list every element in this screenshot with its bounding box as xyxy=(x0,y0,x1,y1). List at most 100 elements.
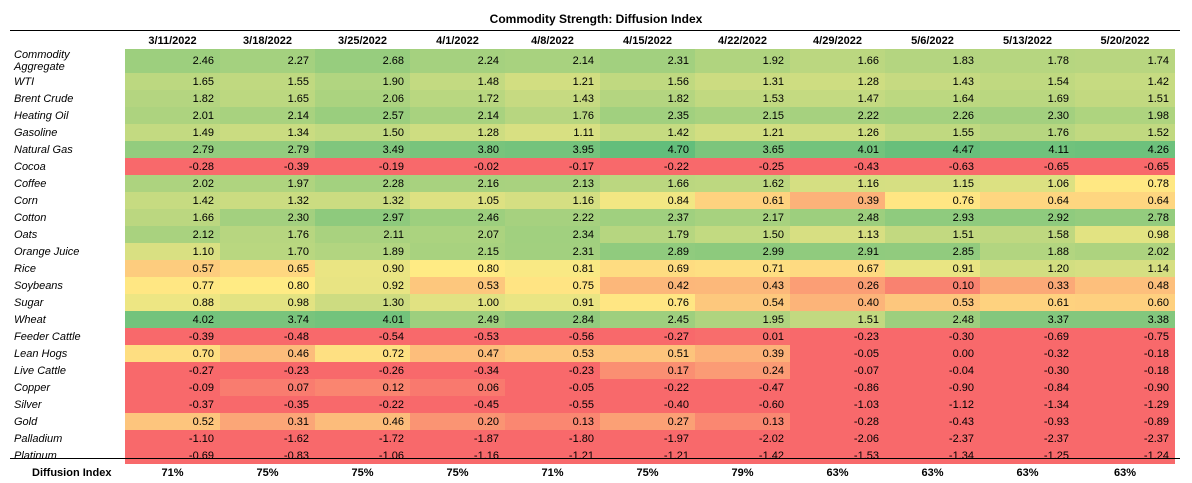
heatmap-cell: 2.16 xyxy=(410,175,505,192)
heatmap-cell: -0.17 xyxy=(505,158,600,175)
heatmap-cell: 2.37 xyxy=(600,209,695,226)
column-header: 3/18/2022 xyxy=(243,34,292,47)
heatmap-cell: 1.55 xyxy=(885,124,980,141)
heatmap-cell: 1.13 xyxy=(790,226,885,243)
heatmap-cell: 0.39 xyxy=(695,345,790,362)
heatmap-cell: 1.64 xyxy=(885,90,980,107)
heatmap-cell: 1.26 xyxy=(790,124,885,141)
heatmap-cell: 0.24 xyxy=(695,362,790,379)
heatmap-cell: -0.30 xyxy=(980,362,1075,379)
diffusion-index-value: 71% xyxy=(161,467,184,479)
heatmap-cell: -0.28 xyxy=(125,158,220,175)
heatmap-cell: -1.80 xyxy=(505,430,600,447)
heatmap-cell: 0.31 xyxy=(220,413,315,430)
heatmap-cell: -0.22 xyxy=(315,396,410,413)
heatmap-cell: 1.92 xyxy=(695,49,790,73)
heatmap-cell: -0.63 xyxy=(885,158,980,175)
heatmap-cell: -2.37 xyxy=(1075,430,1175,447)
heatmap-cell: 1.06 xyxy=(980,175,1075,192)
heatmap-cell: -0.90 xyxy=(1075,379,1175,396)
heatmap-cell: -0.34 xyxy=(410,362,505,379)
heatmap-table: 3/11/2022 3/18/2022 3/25/2022 4/1/2022 4/8/2… xyxy=(10,32,1175,482)
heatmap-cell: -0.75 xyxy=(1075,328,1175,345)
table-row: Soybeans 0.77 0.80 0.92 0.53 0.75 0.42 0.43 0.26… xyxy=(10,277,1175,294)
row-label: Commodity Aggregate xyxy=(10,49,125,73)
heatmap-cell: 1.76 xyxy=(220,226,315,243)
heatmap-cell: 0.91 xyxy=(885,260,980,277)
heatmap-cell: 0.42 xyxy=(600,277,695,294)
heatmap-cell: 4.70 xyxy=(600,141,695,158)
heatmap-cell: 3.49 xyxy=(315,141,410,158)
heatmap-cell: 2.45 xyxy=(600,311,695,328)
row-label: Soybeans xyxy=(10,277,125,294)
heatmap-cell: -1.42 xyxy=(695,447,790,464)
heatmap-cell: 0.53 xyxy=(505,345,600,362)
heatmap-cell: -0.40 xyxy=(600,396,695,413)
row-label: Feeder Cattle xyxy=(10,328,125,345)
heatmap-cell: 2.48 xyxy=(790,209,885,226)
heatmap-cell: -1.87 xyxy=(410,430,505,447)
heatmap-cell: 1.43 xyxy=(885,73,980,90)
heatmap-cell: 2.02 xyxy=(1075,243,1175,260)
heatmap-cell: -0.25 xyxy=(695,158,790,175)
table-row: Cotton 1.66 2.30 2.97 2.46 2.22 2.37 2.17 2.48 2.… xyxy=(10,209,1175,226)
column-header: 5/20/2022 xyxy=(1100,34,1150,47)
heatmap-cell: 1.76 xyxy=(980,124,1075,141)
heatmap-cell: 0.72 xyxy=(315,345,410,362)
table-row: Sugar 0.88 0.98 1.30 1.00 0.91 0.76 0.54 0.40 0.5… xyxy=(10,294,1175,311)
heatmap-cell: 2.22 xyxy=(505,209,600,226)
heatmap-cell: 1.49 xyxy=(125,124,220,141)
diffusion-index-value: 75% xyxy=(256,467,279,479)
column-header: 4/1/2022 xyxy=(436,34,479,47)
table-row: Lean Hogs 0.70 0.46 0.72 0.47 0.53 0.51 0.39 -0.… xyxy=(10,345,1175,362)
heatmap-cell: -0.37 xyxy=(125,396,220,413)
heatmap-cell: 0.46 xyxy=(315,413,410,430)
heatmap-cell: -1.62 xyxy=(220,430,315,447)
heatmap-cell: 1.82 xyxy=(600,90,695,107)
heatmap-cell: -1.24 xyxy=(1075,447,1175,464)
heatmap-cell: 0.20 xyxy=(410,413,505,430)
heatmap-cell: 2.79 xyxy=(125,141,220,158)
heatmap-cell: -1.03 xyxy=(790,396,885,413)
row-label: Wheat xyxy=(10,311,125,328)
column-header: 4/15/2022 xyxy=(623,34,672,47)
heatmap-cell: 1.42 xyxy=(125,192,220,209)
heatmap-cell: 2.24 xyxy=(410,49,505,73)
heatmap-cell: 0.88 xyxy=(125,294,220,311)
heatmap-cell: 0.12 xyxy=(315,379,410,396)
row-label: Platinum xyxy=(10,447,125,464)
heatmap-cell: 0.43 xyxy=(695,277,790,294)
heatmap-cell: 1.66 xyxy=(125,209,220,226)
heatmap-cell: 1.65 xyxy=(220,90,315,107)
heatmap-cell: 3.65 xyxy=(695,141,790,158)
heatmap-cell: 0.60 xyxy=(1075,294,1175,311)
heatmap-cell: 0.78 xyxy=(1075,175,1175,192)
heatmap-cell: 1.20 xyxy=(980,260,1075,277)
heatmap-cell: -0.39 xyxy=(220,158,315,175)
heatmap-cell: 1.00 xyxy=(410,294,505,311)
heatmap-cell: -0.83 xyxy=(220,447,315,464)
heatmap-cell: 2.17 xyxy=(695,209,790,226)
column-header: 3/11/2022 xyxy=(148,34,197,47)
heatmap-cell: 0.17 xyxy=(600,362,695,379)
heatmap-cell: 0.98 xyxy=(220,294,315,311)
heatmap-cell: -2.06 xyxy=(790,430,885,447)
heatmap-cell: -0.23 xyxy=(220,362,315,379)
heatmap-cell: 1.95 xyxy=(695,311,790,328)
heatmap-cell: 1.69 xyxy=(980,90,1075,107)
heatmap-cell: 4.01 xyxy=(315,311,410,328)
heatmap-cell: -0.43 xyxy=(885,413,980,430)
heatmap-cell: -0.55 xyxy=(505,396,600,413)
heatmap-cell: 2.35 xyxy=(600,107,695,124)
row-label: Brent Crude xyxy=(10,90,125,107)
heatmap-cell: -0.93 xyxy=(980,413,1075,430)
row-label: Gold xyxy=(10,413,125,430)
heatmap-cell: 0.80 xyxy=(220,277,315,294)
heatmap-cell: 2.07 xyxy=(410,226,505,243)
heatmap-cell: -0.90 xyxy=(885,379,980,396)
heatmap-cell: -0.65 xyxy=(1075,158,1175,175)
heatmap-cell: 2.99 xyxy=(695,243,790,260)
heatmap-cell: -1.34 xyxy=(885,447,980,464)
top-rule xyxy=(10,30,1180,31)
table-row: Rice 0.57 0.65 0.90 0.80 0.81 0.69 0.71 0.67 0.91… xyxy=(10,260,1175,277)
